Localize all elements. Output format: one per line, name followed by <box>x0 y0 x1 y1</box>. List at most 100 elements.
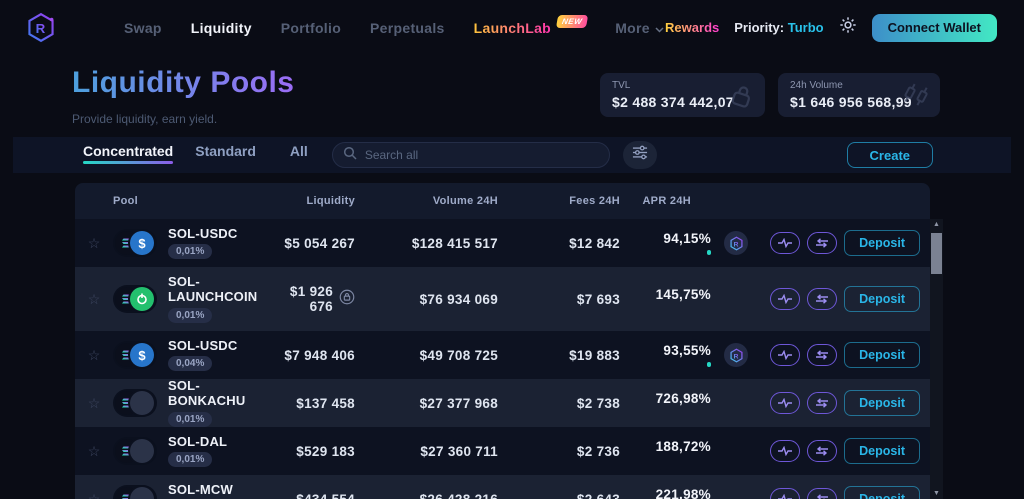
deposit-button[interactable]: Deposit <box>844 438 920 464</box>
tvl-label: TVL <box>612 80 631 91</box>
search-icon <box>343 146 357 165</box>
volume-value: $1 646 956 568,99 <box>790 94 912 110</box>
priority-selector[interactable]: Priority: Turbo <box>734 20 823 35</box>
chart-button[interactable] <box>770 488 801 499</box>
volume-value: $76 934 069 <box>419 291 498 307</box>
table-row[interactable]: ☆ $ SOL-USDC 0,04% $7 948 406 $49 708 72… <box>75 331 930 379</box>
swap-button[interactable] <box>807 440 838 462</box>
token-pair-icons: $ <box>113 341 157 369</box>
create-pool-button[interactable]: Create <box>846 142 933 168</box>
token-pair-icons <box>113 389 157 417</box>
gear-icon <box>839 16 857 39</box>
table-row[interactable]: ☆ SOL-DAL 0,01% $529 183 $27 360 711 $2 … <box>75 427 930 475</box>
tab-standard[interactable]: Standard <box>195 143 256 159</box>
raydium-logo-icon[interactable]: R <box>25 11 57 44</box>
token-pair-icons <box>113 437 157 465</box>
nav-item-launchlab[interactable]: LaunchLab NEW <box>474 15 589 36</box>
pool-name: SOL-USDC <box>168 337 238 353</box>
swap-button[interactable] <box>807 232 838 254</box>
tab-all[interactable]: All <box>289 143 308 159</box>
scroll-down-arrow-icon[interactable]: ▼ <box>933 490 940 497</box>
page-title: Liquidity Pools <box>72 66 295 99</box>
nav-item-more[interactable]: More <box>615 20 664 36</box>
favorite-star-icon[interactable]: ☆ <box>87 490 101 499</box>
table-scrollbar[interactable]: ▲ ▼ <box>930 219 943 499</box>
fees-value: $19 883 <box>569 347 620 363</box>
apr-bar <box>644 458 711 463</box>
scroll-up-arrow-icon[interactable]: ▲ <box>933 221 940 228</box>
fees-value: $2 643 <box>576 491 620 499</box>
pool-type-tabs: Concentrated Standard All <box>83 143 308 167</box>
apr-value: 726,98% <box>655 391 711 406</box>
deposit-button[interactable]: Deposit <box>844 390 920 416</box>
col-apr[interactable]: APR 24H <box>642 195 691 207</box>
liquidity-value: $137 458 <box>296 395 355 411</box>
col-liquidity[interactable]: Liquidity <box>306 195 355 207</box>
chart-button[interactable] <box>770 392 801 414</box>
table-row[interactable]: ☆ SOL-BONKACHU 0,01% $137 458 $27 377 96… <box>75 378 930 427</box>
swap-button[interactable] <box>807 488 838 499</box>
nav-item-liquidity[interactable]: Liquidity <box>190 19 252 36</box>
nav-item-swap[interactable]: Swap <box>124 19 162 36</box>
pulse-icon <box>778 398 793 408</box>
col-volume[interactable]: Volume 24H <box>432 195 498 207</box>
pulse-icon <box>778 494 793 499</box>
volume-card: 24h Volume $1 646 956 568,99 <box>778 73 940 117</box>
favorite-star-icon[interactable]: ☆ <box>87 234 101 251</box>
locked-liquidity-icon <box>339 289 355 310</box>
pulse-icon <box>778 350 793 360</box>
liquidity-value: $1 926 676 <box>289 284 333 314</box>
deposit-button[interactable]: Deposit <box>844 286 920 312</box>
fees-value: $12 842 <box>569 235 620 251</box>
favorite-star-icon[interactable]: ☆ <box>87 290 101 307</box>
apr-value: 221,98% <box>655 487 711 499</box>
deposit-button[interactable]: Deposit <box>844 486 920 499</box>
search-input[interactable] <box>364 148 599 162</box>
connect-wallet-button[interactable]: Connect Wallet <box>871 13 997 42</box>
apr-bar <box>644 362 711 367</box>
favorite-star-icon[interactable]: ☆ <box>87 442 101 459</box>
settings-button[interactable] <box>839 16 857 39</box>
swap-button[interactable] <box>807 392 838 414</box>
chart-button[interactable] <box>770 288 801 310</box>
svg-text:R: R <box>733 353 738 360</box>
deposit-button[interactable]: Deposit <box>844 230 920 256</box>
table-row[interactable]: ☆ SOL-LAUNCHCOIN 0,01% $1 926 676 <box>75 267 930 331</box>
swap-arrows-icon <box>817 494 829 499</box>
chart-button[interactable] <box>770 232 801 254</box>
svg-text:R: R <box>733 241 738 248</box>
candles-icon <box>900 81 932 116</box>
scrollbar-thumb[interactable] <box>931 233 942 274</box>
rewards-link[interactable]: Rewards <box>665 20 720 35</box>
token-pair-icons <box>113 485 157 499</box>
bonkachu-token-icon <box>130 391 154 415</box>
chart-button[interactable] <box>770 344 801 366</box>
swap-button[interactable] <box>807 344 838 366</box>
filter-settings-button[interactable] <box>622 141 657 169</box>
tvl-value: $2 488 374 442,07 <box>612 94 734 110</box>
col-fees[interactable]: Fees 24H <box>569 195 620 207</box>
swap-arrows-icon <box>816 294 829 304</box>
swap-button[interactable] <box>807 288 838 310</box>
new-badge: NEW <box>555 15 589 28</box>
volume-value: $128 415 517 <box>411 235 498 251</box>
table-row[interactable]: ☆ $ SOL-USDC 0,01% $5 054 267 $128 415 5… <box>75 219 930 267</box>
nav-item-perpetuals[interactable]: Perpetuals <box>370 19 445 36</box>
raydium-pool-badge-icon: R <box>724 343 748 367</box>
table-row[interactable]: ☆ SOL-MCW 0,01% $434 554 $26 428 216 $2 … <box>75 475 930 499</box>
deposit-button[interactable]: Deposit <box>844 342 920 368</box>
favorite-star-icon[interactable]: ☆ <box>87 346 101 363</box>
nav-item-portfolio[interactable]: Portfolio <box>280 19 342 36</box>
favorite-star-icon[interactable]: ☆ <box>87 394 101 411</box>
usdc-token-icon: $ <box>130 231 154 255</box>
raydium-pool-badge-icon: R <box>724 231 748 255</box>
fees-value: $7 693 <box>576 291 620 307</box>
apr-value: 145,75% <box>655 287 711 302</box>
volume-value: $49 708 725 <box>419 347 498 363</box>
search-box[interactable] <box>331 142 610 168</box>
fee-tier-badge: 0,01% <box>168 411 213 427</box>
pool-name: SOL-MCW <box>168 481 233 497</box>
chart-button[interactable] <box>770 440 801 462</box>
liquidity-value: $529 183 <box>296 443 355 459</box>
tab-concentrated[interactable]: Concentrated <box>83 143 174 164</box>
